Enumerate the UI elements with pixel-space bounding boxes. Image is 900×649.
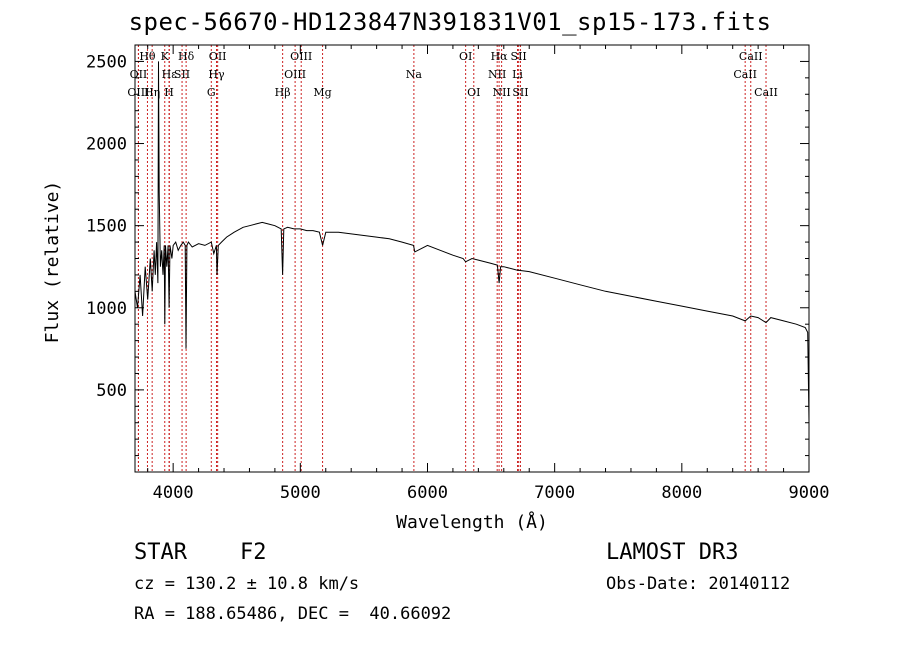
y-tick-label-4: 2500 bbox=[86, 52, 127, 72]
x-tick-label-4: 8000 bbox=[661, 483, 702, 503]
y-tick-label-0: 500 bbox=[96, 381, 127, 401]
emission-line-markers bbox=[137, 45, 767, 472]
x-tick-label-0: 4000 bbox=[153, 483, 194, 503]
y-tick-label-1: 1000 bbox=[86, 299, 127, 319]
line-label-25: NII bbox=[492, 86, 510, 99]
line-label-27: CaII bbox=[754, 86, 778, 99]
line-label-1: K bbox=[161, 50, 170, 63]
line-label-2: Hδ bbox=[178, 50, 195, 63]
line-label-23: Mg bbox=[313, 86, 331, 99]
line-label-10: Hε bbox=[162, 68, 178, 81]
y-tick-label-3: 2000 bbox=[86, 135, 127, 155]
line-label-6: Hα bbox=[491, 50, 509, 63]
x-tick-label-3: 7000 bbox=[534, 483, 575, 503]
line-label-24: OI bbox=[467, 86, 480, 99]
survey-label: LAMOST DR3 bbox=[606, 540, 739, 565]
flux-series bbox=[134, 61, 810, 423]
line-label-0: Hθ bbox=[139, 50, 156, 63]
obs-date-label: Obs-Date: 20140112 bbox=[606, 574, 791, 594]
line-label-11: SII bbox=[174, 68, 190, 81]
line-label-15: NII bbox=[488, 68, 506, 81]
line-label-17: CaII bbox=[733, 68, 757, 81]
line-label-26: SII bbox=[512, 86, 528, 99]
line-label-3: OII bbox=[209, 50, 227, 63]
y-tick-label-2: 1500 bbox=[86, 217, 127, 237]
spectrum-series bbox=[134, 61, 810, 423]
line-label-5: OI bbox=[459, 50, 472, 63]
y-axis-label: Flux (relative) bbox=[42, 181, 63, 344]
line-label-4: OIII bbox=[290, 50, 312, 63]
line-label-8: CaII bbox=[739, 50, 763, 63]
line-label-7: SII bbox=[511, 50, 527, 63]
line-label-18: OIII bbox=[127, 86, 149, 99]
line-label-21: G bbox=[207, 86, 216, 99]
x-axis-label: Wavelength (Å) bbox=[396, 511, 548, 533]
subclass-label: F2 bbox=[240, 540, 267, 565]
line-label-12: Hγ bbox=[208, 68, 225, 81]
axis-ticks: 4000 5000 6000 7000 8000 9000 500 1000 1500 2000 2… bbox=[86, 44, 830, 503]
line-label-19: Hη bbox=[144, 86, 160, 99]
x-tick-label-1: 5000 bbox=[280, 483, 321, 503]
class-label: STAR bbox=[134, 540, 187, 565]
line-label-13: OIII bbox=[284, 68, 306, 81]
redshift-label: cz = 130.2 ± 10.8 km/s bbox=[134, 574, 360, 594]
line-label-22: Hβ bbox=[275, 86, 291, 99]
line-label-14: Na bbox=[406, 68, 423, 81]
x-tick-label-2: 6000 bbox=[407, 483, 448, 503]
line-label-16: Li bbox=[512, 68, 523, 81]
chart-title: spec-56670-HD123847N391831V01_sp15-173.f… bbox=[128, 8, 772, 36]
x-tick-label-5: 9000 bbox=[789, 483, 830, 503]
line-label-9: OII bbox=[130, 68, 148, 81]
line-label-20: H bbox=[164, 86, 174, 99]
coordinates-label: RA = 188.65486, DEC = 40.66092 bbox=[134, 604, 452, 624]
